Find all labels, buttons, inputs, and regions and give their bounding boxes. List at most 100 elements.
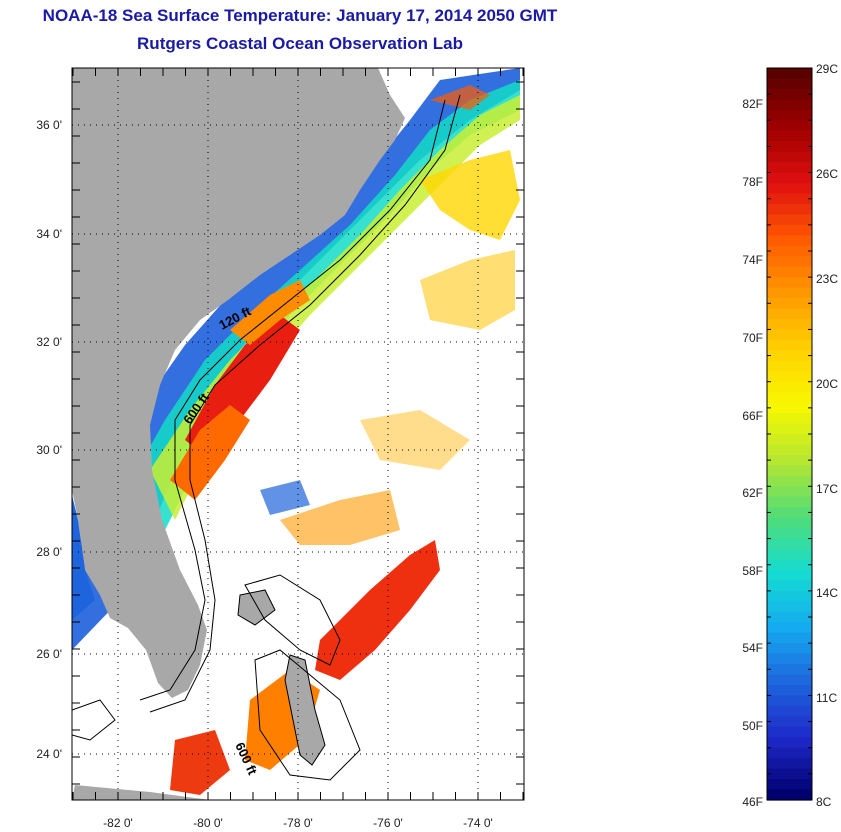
us-mainland — [72, 68, 405, 698]
map-title: NOAA-18 Sea Surface Temperature: January… — [42, 6, 558, 25]
lat-label-26: 26 0' — [36, 647, 62, 661]
grand-bahama-island — [237, 589, 276, 626]
colorbar-segment — [767, 611, 812, 623]
contour-keys — [72, 699, 116, 741]
colorbar-segment — [767, 674, 812, 686]
colorbar-c-17: 17C — [816, 482, 838, 496]
colorbar-f-70: 70F — [742, 331, 763, 345]
colorbar-ticks — [767, 67, 812, 801]
colorbar-segment — [767, 308, 812, 320]
colorbar-segment — [767, 256, 812, 268]
colorbar-segment — [767, 538, 812, 550]
colorbar-segment — [767, 569, 812, 581]
colorbar-f-66: 66F — [742, 409, 763, 423]
colorbar-f-50: 50F — [742, 719, 763, 733]
colorbar-segment — [767, 528, 812, 540]
colorbar-segment — [767, 329, 812, 341]
colorbar-segment — [767, 214, 812, 226]
colorbar-segment — [767, 109, 812, 121]
colorbar-segment — [767, 266, 812, 278]
warm-patch-far-north — [430, 85, 490, 110]
colorbar-segment — [767, 580, 812, 592]
colorbar-segment — [767, 475, 812, 487]
warm-patch-east — [420, 250, 515, 330]
colorbar-c-26: 26C — [816, 167, 838, 181]
lat-label-28: 28 0' — [36, 545, 62, 559]
colorbar-segment — [767, 88, 812, 100]
contour-120ft — [139, 99, 446, 701]
colorbar-segment — [767, 779, 812, 791]
colorbar-f-46: 46F — [742, 795, 763, 809]
warm-patch-southwest — [170, 730, 230, 795]
colorbar-segment — [767, 695, 812, 707]
colorbar-segment — [767, 643, 812, 655]
colorbar-segment — [767, 193, 812, 205]
lat-label-32: 32 0' — [36, 335, 62, 349]
colorbar-segment — [767, 590, 812, 602]
warm-patch-central — [280, 490, 400, 545]
bahamas-warm-water — [315, 540, 440, 680]
colorbar-f-54: 54F — [742, 641, 763, 655]
colorbar-segment — [767, 183, 812, 195]
colorbar-f-62: 62F — [742, 486, 763, 500]
colorbar-gradient — [767, 68, 812, 801]
colorbar-segment — [767, 454, 812, 466]
colorbar-segment — [767, 549, 812, 561]
lon-label-76: -76 0' — [373, 816, 403, 830]
andros-island — [284, 654, 326, 766]
colorbar-segment — [767, 622, 812, 634]
colorbar-segment — [767, 684, 812, 697]
colorbar-segment — [767, 162, 812, 174]
colorbar-segment — [767, 716, 812, 728]
warm-patch-northeast — [420, 150, 520, 240]
warm-north-patch — [230, 280, 310, 345]
colorbar-f-58: 58F — [742, 564, 763, 578]
colorbar-segment — [767, 130, 812, 142]
axis-ticks — [72, 68, 524, 800]
colorbar-segment — [767, 507, 812, 519]
lon-label-74: -74 0' — [463, 816, 493, 830]
map-subtitle: Rutgers Coastal Ocean Observation Lab — [137, 34, 463, 53]
lat-label-30: 30 0' — [36, 443, 62, 457]
lon-label-82: -82 0' — [103, 816, 133, 830]
colorbar-segment — [767, 392, 812, 404]
colorbar-segment — [767, 423, 812, 435]
colorbar-segment — [767, 517, 812, 529]
colorbar-segment — [767, 287, 812, 299]
lon-label-80: -80 0' — [193, 816, 223, 830]
colorbar-segment — [767, 559, 812, 571]
colorbar-segment — [767, 68, 812, 80]
colorbar-segment — [767, 318, 812, 331]
colorbar-segment — [767, 444, 812, 456]
colorbar-segment — [767, 141, 812, 153]
colorbar-segment — [767, 277, 812, 289]
colorbar-segment — [767, 120, 812, 132]
colorbar-segment — [767, 465, 812, 477]
colorbar-segment — [767, 151, 812, 163]
colorbar-segment — [767, 601, 812, 613]
colorbar-c-11: 11C — [816, 691, 837, 705]
sst-map: 120 ft 600 ft 600 ft 36 0' 34 0' 32 0' 3… — [36, 67, 525, 830]
colorbar-segment — [767, 747, 812, 759]
colorbar-c-23: 23C — [816, 272, 838, 286]
colorbar-segment — [767, 653, 812, 665]
colorbar-segment — [767, 402, 812, 414]
lat-label-36: 36 0' — [36, 118, 62, 132]
warm-patch-mid — [360, 410, 470, 470]
colorbar-segment — [767, 245, 812, 257]
colorbar-segment — [767, 486, 812, 498]
colorbar-segment — [767, 726, 812, 738]
colorbar-segment — [767, 664, 812, 676]
colorbar-c-29: 29C — [816, 62, 838, 76]
gulf-coast-water — [72, 495, 95, 620]
contour-bahama-bank — [244, 574, 341, 666]
colorbar-segment — [767, 224, 812, 236]
colorbar-segment — [767, 381, 812, 393]
colorbar-segment — [767, 705, 812, 717]
colorbar-segment — [767, 99, 812, 111]
colorbar-segment — [767, 737, 812, 749]
colorbar-segment — [767, 789, 812, 801]
contour-600ft — [149, 94, 461, 713]
colorbar-segment — [767, 413, 812, 425]
lat-label-34: 34 0' — [36, 227, 62, 241]
